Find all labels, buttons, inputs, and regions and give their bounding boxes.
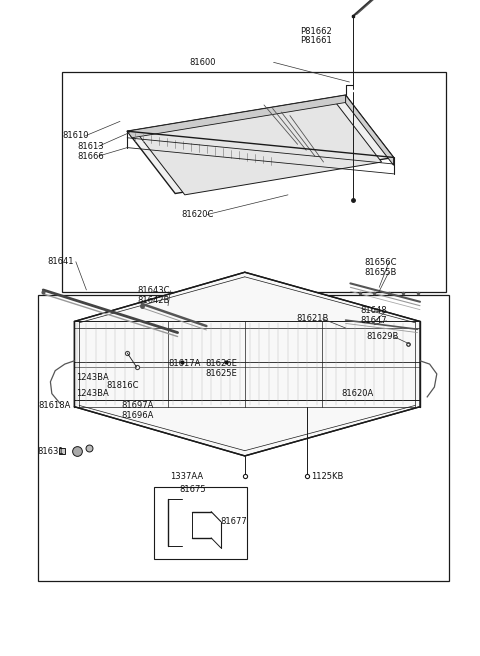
Text: 81675: 81675 <box>179 485 205 494</box>
Text: 81648: 81648 <box>360 306 387 316</box>
Text: 81626E: 81626E <box>205 359 237 368</box>
Text: 81642B: 81642B <box>138 296 170 305</box>
Polygon shape <box>139 103 382 195</box>
Text: 81618A: 81618A <box>38 401 71 410</box>
Text: 81666: 81666 <box>78 152 105 161</box>
Text: 81629B: 81629B <box>366 332 398 341</box>
Text: 1243BA: 1243BA <box>76 373 108 382</box>
Text: 81655B: 81655B <box>365 268 397 277</box>
Polygon shape <box>127 95 350 138</box>
Text: 81641: 81641 <box>47 257 73 266</box>
Text: 81621B: 81621B <box>297 314 329 323</box>
Bar <box>62 72 446 292</box>
Text: P81661: P81661 <box>300 36 332 45</box>
Text: 81677: 81677 <box>221 517 248 526</box>
Polygon shape <box>346 95 394 165</box>
Polygon shape <box>74 272 420 456</box>
Text: 81617A: 81617A <box>168 359 200 368</box>
Text: 81625E: 81625E <box>205 369 237 378</box>
Text: 1337AA: 1337AA <box>170 472 204 482</box>
Text: P81662: P81662 <box>300 27 332 36</box>
Text: 81816C: 81816C <box>107 380 139 390</box>
Text: 81696A: 81696A <box>121 411 153 420</box>
Bar <box>38 295 449 581</box>
Polygon shape <box>127 95 394 194</box>
Text: 81643C: 81643C <box>138 286 170 295</box>
Text: 81620C: 81620C <box>181 210 214 219</box>
Bar <box>154 487 247 559</box>
Text: 81656C: 81656C <box>365 258 397 267</box>
Text: 1243BA: 1243BA <box>76 389 108 398</box>
Text: 81613: 81613 <box>78 142 104 151</box>
Text: 1125KB: 1125KB <box>311 472 343 482</box>
Text: 81631: 81631 <box>37 447 64 456</box>
Text: 81620A: 81620A <box>342 389 374 398</box>
Text: 81697A: 81697A <box>121 401 153 410</box>
Text: 81600: 81600 <box>190 58 216 67</box>
Text: 81647: 81647 <box>360 316 387 325</box>
Text: 81610: 81610 <box>62 131 89 140</box>
